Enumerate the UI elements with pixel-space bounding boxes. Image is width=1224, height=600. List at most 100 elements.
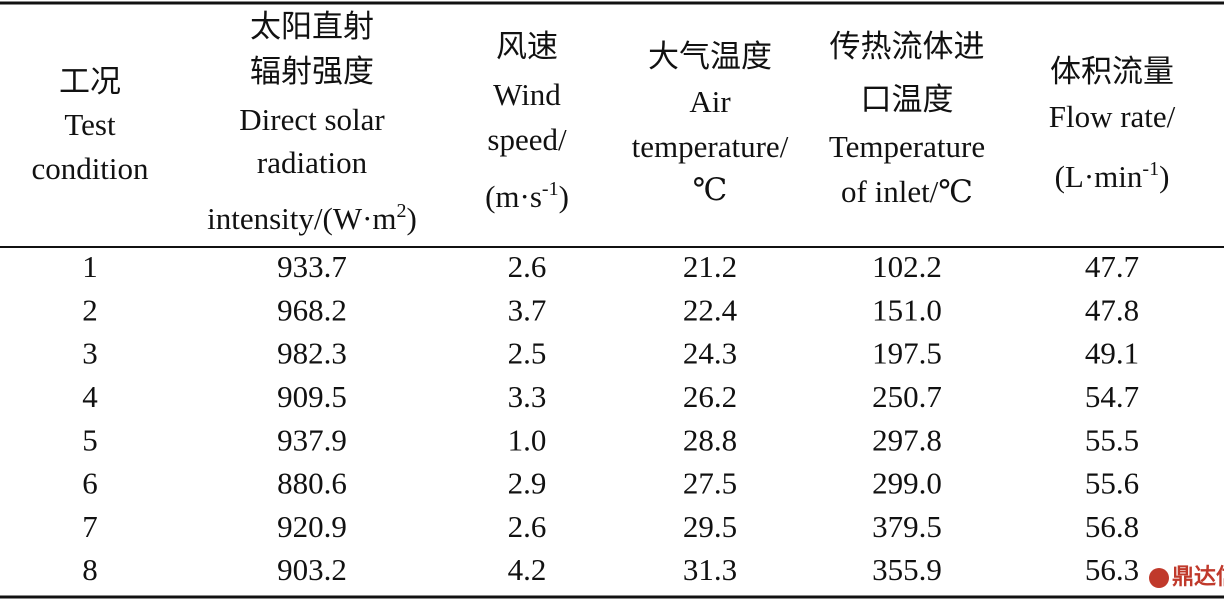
cell: 21.2: [683, 249, 737, 284]
cell: 968.2: [277, 292, 347, 327]
header-line: Test: [64, 107, 116, 142]
header-line: 大气温度: [648, 39, 772, 74]
cell: 197.5: [872, 336, 942, 371]
cell: 54.7: [1085, 379, 1139, 414]
cell: 56.3: [1085, 552, 1139, 587]
cell: 29.5: [683, 509, 737, 544]
cell: 102.2: [872, 249, 942, 284]
header-text: 体积流量: [1050, 54, 1174, 89]
header-text: 太阳直射: [250, 9, 374, 44]
cell: 55.6: [1085, 466, 1139, 501]
header-line: temperature/: [632, 129, 789, 164]
cell: 3: [82, 336, 98, 371]
watermark-logo: [1149, 568, 1169, 588]
cell: 379.5: [872, 509, 942, 544]
header-text: (m·s: [485, 179, 542, 214]
header-line: Direct solar: [239, 102, 385, 137]
header-line: (L·min-1): [1055, 158, 1170, 195]
cell: 3.3: [508, 379, 547, 414]
cell: 24.3: [683, 336, 737, 371]
cell: 26.2: [683, 379, 737, 414]
cell: 933.7: [277, 249, 347, 284]
cell: 982.3: [277, 336, 347, 371]
cell: 355.9: [872, 552, 942, 587]
cell: 47.8: [1085, 292, 1139, 327]
cell: 880.6: [277, 466, 347, 501]
cell: 7: [82, 509, 98, 544]
header-text: temperature/: [632, 129, 789, 164]
cell: 2.5: [508, 336, 547, 371]
cell: 4: [82, 379, 98, 414]
header-text: speed/: [487, 122, 567, 157]
header-line: of inlet/℃: [841, 174, 973, 209]
cell: 47.7: [1085, 249, 1139, 284]
cell: 1: [82, 249, 98, 284]
header-line: condition: [31, 151, 149, 186]
cell: 4.2: [508, 552, 547, 587]
header-text: 传热流体进: [830, 29, 985, 64]
superscript: -1: [1142, 158, 1159, 180]
header-text: radiation: [257, 145, 368, 180]
cell: 1.0: [508, 422, 547, 457]
superscript: -1: [542, 178, 559, 200]
header-line: Wind: [493, 77, 561, 112]
cell: 28.8: [683, 422, 737, 457]
cell: 297.8: [872, 422, 942, 457]
header-text: (L·min: [1055, 159, 1143, 194]
header-text: Air: [689, 84, 731, 119]
header-line: Air: [689, 84, 731, 119]
header-line: Flow rate/: [1049, 99, 1176, 134]
header-line: 传热流体进: [830, 29, 985, 64]
superscript: 2: [397, 200, 407, 222]
header-text: Temperature: [829, 129, 985, 164]
header-text: condition: [31, 151, 149, 186]
cell: 2.9: [508, 466, 547, 501]
cell: 49.1: [1085, 336, 1139, 371]
cell: 56.8: [1085, 509, 1139, 544]
header-text: Direct solar: [239, 102, 385, 137]
header-text: ): [407, 201, 417, 236]
header-line: 辐射强度: [250, 54, 374, 89]
cell: 6: [82, 466, 98, 501]
header-line: Temperature: [829, 129, 985, 164]
header-text: 风速: [496, 29, 558, 64]
header-text: 大气温度: [648, 39, 772, 74]
header-text: 辐射强度: [250, 54, 374, 89]
header-text: ): [559, 179, 569, 214]
header-line: (m·s-1): [485, 178, 569, 215]
cell: 2.6: [508, 249, 547, 284]
cell: 151.0: [872, 292, 942, 327]
cell: 31.3: [683, 552, 737, 587]
header-line: intensity/(W·m2): [207, 200, 417, 237]
cell: 937.9: [277, 422, 347, 457]
header-line: ℃: [693, 172, 728, 207]
cell: 3.7: [508, 292, 547, 327]
header-text: intensity/(W·m: [207, 201, 396, 236]
header-text: Flow rate/: [1049, 99, 1176, 134]
cell: 27.5: [683, 466, 737, 501]
cell: 903.2: [277, 552, 347, 587]
cell: 299.0: [872, 466, 942, 501]
header-text: ℃: [693, 172, 728, 207]
watermark: 鼎达信: [1172, 564, 1224, 590]
cell: 5: [82, 422, 98, 457]
header-line: 风速: [496, 29, 558, 64]
header-line: 口温度: [861, 82, 954, 117]
cell: 920.9: [277, 509, 347, 544]
cell: 55.5: [1085, 422, 1139, 457]
header-text: Wind: [493, 77, 561, 112]
cell: 22.4: [683, 292, 738, 327]
header-line: radiation: [257, 145, 368, 180]
header-line: 工况: [59, 64, 121, 99]
cell: 2: [82, 292, 98, 327]
cell: 250.7: [872, 379, 942, 414]
header-line: speed/: [487, 122, 567, 157]
header-text: of inlet/℃: [841, 174, 973, 209]
cell: 909.5: [277, 379, 347, 414]
cell: 8: [82, 552, 98, 587]
header-line: 太阳直射: [250, 9, 374, 44]
cell: 2.6: [508, 509, 547, 544]
header-text: 工况: [59, 64, 121, 99]
header-text: Test: [64, 107, 116, 142]
